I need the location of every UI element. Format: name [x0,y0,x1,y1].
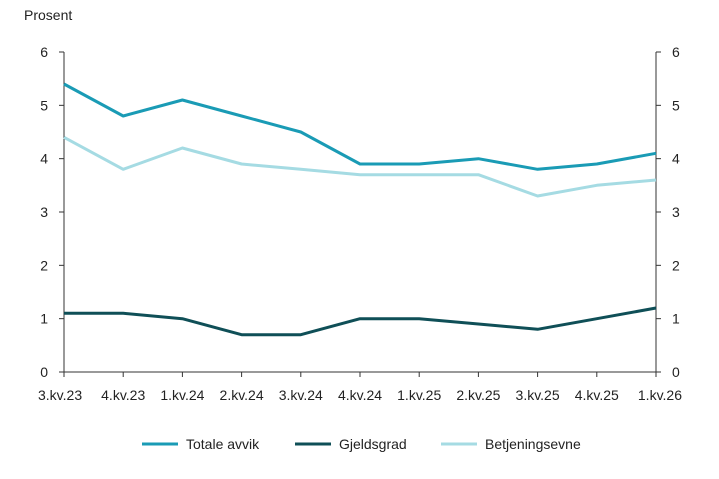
series-line-betjeningsevne [63,135,657,198]
y-tick-label-left: 6 [40,44,48,60]
y-tick-label-right: 6 [672,44,680,60]
x-tick-label: 4.kv.23 [101,387,145,403]
x-tick-label: 4.kv.25 [575,387,619,403]
x-tick-label: 2.kv.24 [220,387,264,403]
x-tick-label: 4.kv.24 [338,387,382,403]
y-tick-label-right: 1 [672,311,680,327]
x-tick-label: 3.kv.25 [516,387,560,403]
x-tick-label: 3.kv.23 [38,387,82,403]
y-axis-label: Prosent [24,7,72,23]
legend: Totale avvik Gjeldsgrad Betjeningsevne [142,436,581,452]
y-tick-label-left: 1 [40,311,48,327]
x-tick-label: 1.kv.24 [160,387,204,403]
legend-label: Betjeningsevne [485,436,581,452]
y-tick-label-left: 4 [40,151,48,167]
x-tick-label: 1.kv.26 [638,387,682,403]
y-tick-label-right: 5 [672,97,680,113]
legend-label: Gjeldsgrad [339,436,407,452]
y-tick-label-right: 4 [672,151,680,167]
series-line-totale-avvik [63,82,657,171]
series-line-gjeldsgrad [64,306,657,337]
x-tick-label: 2.kv.25 [456,387,500,403]
y-tick-label-right: 2 [672,257,680,273]
y-tick-label-left: 0 [40,364,48,380]
y-tick-label-right: 0 [672,364,680,380]
x-tick-label: 3.kv.24 [279,387,323,403]
y-tick-label-left: 5 [40,97,48,113]
y-tick-label-left: 2 [40,257,48,273]
legend-label: Totale avvik [186,436,260,452]
y-tick-label-right: 3 [672,204,680,220]
y-tick-label-left: 3 [40,204,48,220]
axis-ticks: 0 0 1 1 2 2 3 3 4 4 5 5 6 6 3.kv.23 4.kv.23 1.kv.24 2.kv.… [38,44,682,403]
series-lines [63,82,657,337]
x-tick-label: 1.kv.25 [397,387,441,403]
